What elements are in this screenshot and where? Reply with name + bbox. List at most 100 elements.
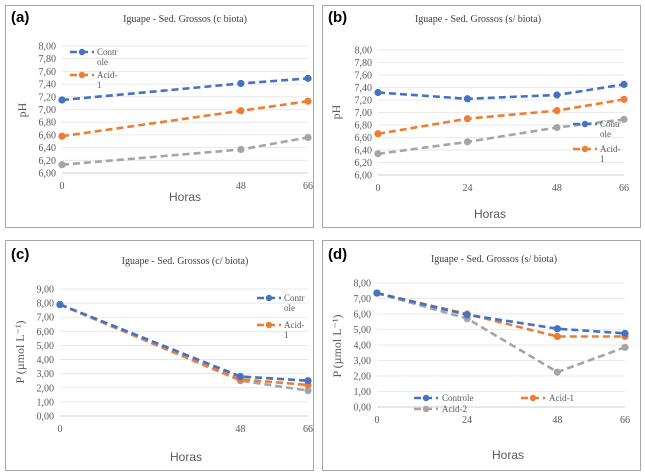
data-point xyxy=(56,300,64,309)
data-point xyxy=(463,115,472,123)
legend-label: Acid-1 xyxy=(549,393,574,403)
y-tick-label: 6,40 xyxy=(39,143,57,154)
legend-marker xyxy=(78,71,86,79)
data-point xyxy=(621,343,629,351)
y-tick-label: 6,00 xyxy=(37,327,55,338)
y-tick-label: 7,00 xyxy=(39,105,57,116)
y-tick-label: 6,80 xyxy=(355,121,373,132)
data-point xyxy=(621,329,629,337)
data-point xyxy=(237,79,245,88)
y-axis-title: pH xyxy=(15,102,29,117)
chart-title: Iguape - Sed. Grossos (s/ biota) xyxy=(431,254,557,265)
y-tick-label: 0,00 xyxy=(354,403,372,414)
y-tick-label: 7,20 xyxy=(39,92,57,103)
y-tick-label: 6,40 xyxy=(355,146,373,157)
legend-label: ole xyxy=(97,57,108,67)
x-tick-label: 24 xyxy=(462,183,472,194)
legend-marker xyxy=(78,48,86,56)
panel-letter: (d) xyxy=(328,246,347,263)
panel-letter: (c) xyxy=(11,246,29,263)
legend-label: Contr xyxy=(600,119,621,129)
panel-letter: (b) xyxy=(328,9,347,26)
x-tick-label: 66 xyxy=(619,183,629,194)
y-tick-label: 5,00 xyxy=(37,341,55,352)
chart-title: Iguape - Sed. Grossos (s/ biota) xyxy=(415,14,541,25)
x-tick-label: 0 xyxy=(60,181,65,192)
panel-letter: (a) xyxy=(11,9,29,26)
y-tick-label: 8,00 xyxy=(39,42,57,53)
y-tick-label: 7,80 xyxy=(39,54,57,65)
data-point xyxy=(553,368,561,376)
legend-label: 1 xyxy=(97,80,102,90)
series-line xyxy=(377,83,625,101)
x-tick-label: 48 xyxy=(552,183,562,194)
x-axis-title: Horas xyxy=(492,448,524,462)
y-tick-label: 7,40 xyxy=(355,83,373,94)
y-tick-label: 8,00 xyxy=(354,279,372,290)
legend-label: Acid- xyxy=(97,70,118,80)
legend-label: Contr xyxy=(97,47,118,57)
data-point xyxy=(374,88,382,97)
y-tick-label: 5,00 xyxy=(354,325,372,336)
legend-marker xyxy=(422,405,430,413)
y-tick-label: 4,00 xyxy=(37,355,55,366)
x-axis-title: Horas xyxy=(474,207,506,221)
data-point xyxy=(463,138,472,146)
panel-a: (a) Iguape - Sed. Grossos (c biota) 6,00 6,… xyxy=(5,5,314,228)
data-point xyxy=(620,115,628,123)
y-tick-label: 7,20 xyxy=(355,96,373,107)
y-tick-label: 2,00 xyxy=(37,383,55,394)
y-tick-label: 6,20 xyxy=(39,156,57,167)
y-tick-label: 6,80 xyxy=(39,118,57,129)
panel-frame xyxy=(5,240,314,471)
y-tick-label: 3,00 xyxy=(354,356,372,367)
legend-marker xyxy=(581,145,589,153)
legend-marker xyxy=(581,120,589,128)
x-tick-label: 24 xyxy=(462,415,472,426)
data-point xyxy=(553,123,561,132)
y-tick-label: 6,60 xyxy=(39,130,57,141)
legend-label: ole xyxy=(600,129,611,139)
y-tick-label: 6,20 xyxy=(355,158,373,169)
data-point xyxy=(304,387,312,395)
y-tick-label: 1,00 xyxy=(37,397,55,408)
y-tick-label: 6,00 xyxy=(354,310,372,321)
data-point xyxy=(553,91,561,99)
x-tick-label: 48 xyxy=(236,181,246,192)
data-point xyxy=(553,107,561,115)
y-tick-label: 7,00 xyxy=(355,108,373,119)
y-axis-title: P (µmol L⁻¹) xyxy=(13,320,27,383)
data-point xyxy=(620,80,628,88)
data-point xyxy=(58,132,66,140)
y-tick-label: 8,00 xyxy=(37,299,55,310)
data-point xyxy=(373,289,381,297)
legend-label: Controle xyxy=(442,393,474,403)
y-tick-label: 7,80 xyxy=(355,58,373,69)
data-point xyxy=(304,74,312,82)
x-tick-label: 0 xyxy=(58,424,63,435)
y-tick-label: 2,00 xyxy=(354,372,372,383)
y-tick-label: 6,00 xyxy=(39,169,57,180)
legend-label: Acid- xyxy=(600,144,621,154)
legend-label: ole xyxy=(284,303,295,313)
y-tick-label: 3,00 xyxy=(37,369,55,380)
x-tick-label: 48 xyxy=(235,424,245,435)
y-tick-label: 0,00 xyxy=(37,412,55,423)
legend-marker xyxy=(529,394,537,402)
x-tick-label: 66 xyxy=(303,424,313,435)
series-line xyxy=(377,98,625,136)
data-point xyxy=(304,377,312,385)
legend-marker xyxy=(265,294,273,302)
y-axis-title: P (µmol L⁻¹) xyxy=(330,314,344,377)
x-tick-label: 0 xyxy=(376,183,381,194)
data-point xyxy=(553,325,561,333)
data-point xyxy=(463,311,471,319)
data-point xyxy=(58,161,66,169)
data-point xyxy=(237,107,245,115)
data-point xyxy=(463,95,472,103)
data-point xyxy=(304,97,312,105)
data-point xyxy=(237,145,245,154)
data-point xyxy=(620,95,628,103)
y-tick-label: 7,60 xyxy=(355,71,373,82)
